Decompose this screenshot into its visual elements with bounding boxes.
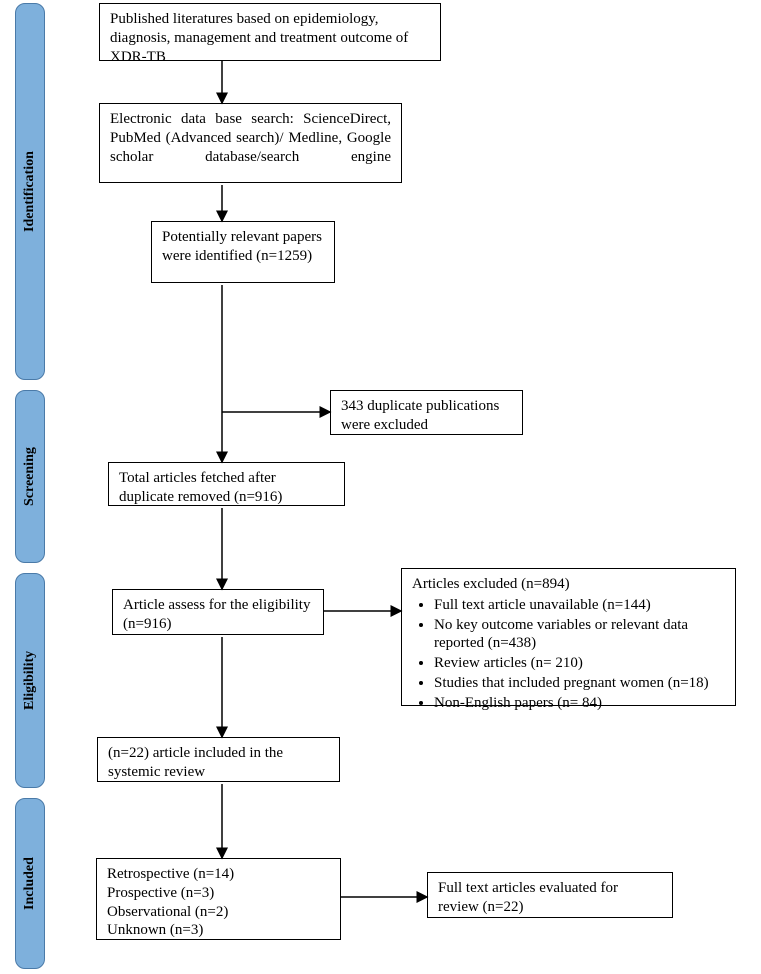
- connectors-layer: [0, 0, 761, 974]
- flowchart-canvas: Identification Screening Eligibility Inc…: [0, 0, 761, 974]
